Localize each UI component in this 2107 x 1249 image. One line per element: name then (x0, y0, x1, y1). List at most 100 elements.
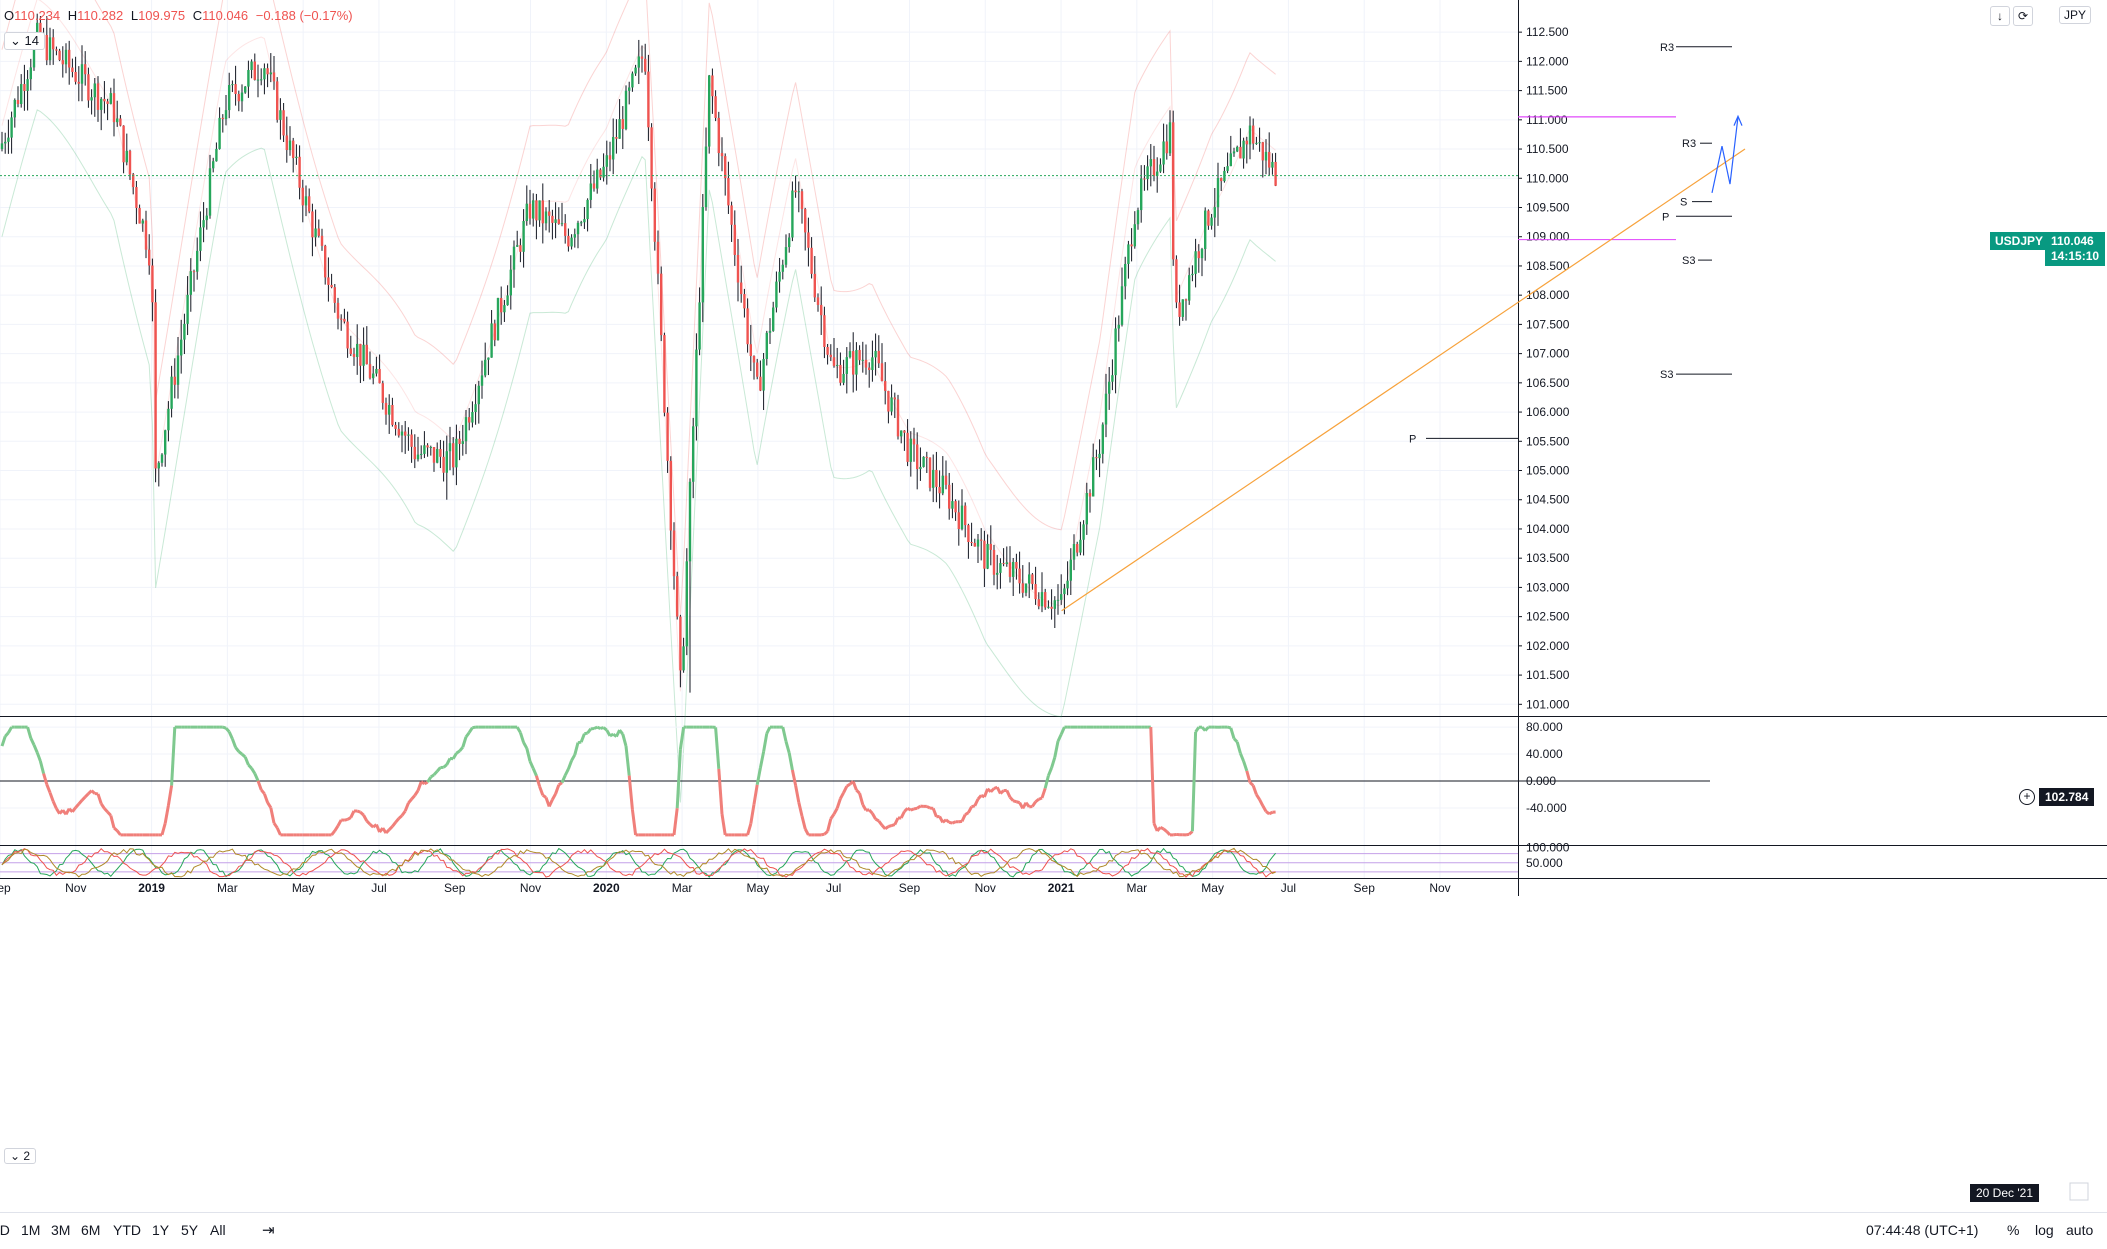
range-1y[interactable]: 1Y (152, 1222, 169, 1238)
osc-segment (466, 733, 469, 737)
range-5y[interactable]: 5Y (181, 1222, 198, 1238)
candle-body (282, 110, 284, 135)
osc-segment (1192, 732, 1195, 831)
candle-body (1258, 142, 1260, 143)
osc-segment (50, 793, 53, 802)
candle-body (273, 72, 275, 81)
candle-body (446, 451, 448, 473)
osc-segment (399, 816, 402, 819)
candle-body (762, 359, 764, 391)
auto-scale-button (2070, 1183, 2088, 1200)
candle-body (954, 501, 956, 512)
osc-segment (1244, 761, 1247, 771)
open-label: O (4, 8, 14, 23)
time-tick-label: Mar (1127, 881, 1148, 895)
osc-segment (911, 809, 914, 810)
candle-body (794, 191, 796, 193)
osc-segment (914, 808, 917, 809)
candle-body (766, 333, 768, 359)
calendar-goto-icon[interactable]: ⇥ (262, 1221, 275, 1239)
candle-body (935, 470, 937, 487)
low-value: 109.975 (138, 8, 185, 23)
candle-body (58, 51, 60, 60)
candle-body (218, 118, 220, 149)
osc-segment (367, 821, 370, 824)
time-tick-label: Nov (1429, 881, 1450, 895)
candle-body (458, 439, 460, 444)
candle-body (106, 101, 108, 104)
candle-body (993, 550, 995, 575)
osc-segment (1253, 785, 1256, 794)
candle-body (1130, 244, 1132, 246)
candle-body (1073, 544, 1075, 560)
osc-segment (559, 783, 562, 785)
osc-segment (607, 730, 610, 736)
osc-segment (879, 821, 882, 825)
osc-segment (242, 754, 245, 757)
osc-segment (264, 794, 267, 803)
high-label: H (68, 8, 77, 23)
osc-segment (335, 826, 338, 831)
candle-body (721, 153, 723, 156)
osc-segment (424, 782, 427, 784)
candle-body (670, 461, 672, 531)
range-1d[interactable]: 1D (0, 1222, 10, 1238)
indicator-toggle[interactable]: ⌄ 14 (4, 32, 45, 50)
osc-segment (360, 812, 363, 815)
candle-body (945, 476, 947, 485)
osc-segment (1007, 790, 1010, 797)
candle-body (142, 221, 144, 224)
candle-body (1230, 153, 1232, 166)
candle-body (17, 100, 19, 104)
osc-segment (604, 728, 607, 731)
candle-body (206, 216, 208, 221)
osc-segment (1042, 788, 1045, 798)
candle-body (286, 135, 288, 150)
candle-body (1194, 251, 1196, 274)
candle-body (903, 431, 905, 433)
candle-body (586, 200, 588, 219)
osc-segment (229, 732, 232, 739)
candle-body (238, 94, 240, 101)
change-value: −0.188 (−0.17%) (256, 8, 353, 23)
sub-indicator-toggle[interactable]: ⌄ 2 (4, 1148, 36, 1164)
candle-body (916, 444, 918, 469)
candle-body (628, 87, 630, 90)
candle-body (900, 431, 902, 437)
candle-body (1121, 286, 1123, 324)
osc-segment (847, 784, 850, 786)
candle-body (241, 93, 243, 102)
candle-body (7, 138, 9, 142)
plus-icon[interactable]: + (2019, 789, 2035, 805)
candle-body (1217, 178, 1219, 207)
range-ytd[interactable]: YTD (113, 1222, 141, 1238)
refresh-icon[interactable]: ⟳ (2013, 6, 2033, 26)
auto-toggle[interactable]: auto (2066, 1222, 2093, 1238)
candle-body (708, 75, 710, 146)
range-6m[interactable]: 6M (81, 1222, 100, 1238)
candle-body (689, 482, 691, 562)
range-3m[interactable]: 3M (51, 1222, 70, 1238)
log-toggle[interactable]: log (2035, 1222, 2054, 1238)
currency-badge[interactable]: JPY (2059, 6, 2091, 24)
osc-segment (261, 790, 264, 794)
osc-segment (456, 751, 459, 753)
pivot-label-s3-lower: S3 (1682, 255, 1695, 267)
candle-body (1268, 152, 1270, 168)
candle-body (810, 248, 812, 274)
range-1m[interactable]: 1M (21, 1222, 40, 1238)
candle-body (897, 399, 899, 436)
candle-body (116, 119, 118, 123)
candle-body (407, 435, 409, 436)
candle-body (522, 221, 524, 252)
osc-segment (674, 808, 677, 835)
clock-time[interactable]: 07:44:48 (UTC+1) (1866, 1222, 1978, 1238)
osc-segment (597, 727, 600, 728)
candle-body (622, 119, 624, 129)
range-all[interactable]: All (210, 1222, 226, 1238)
candle-body (356, 344, 358, 357)
download-icon[interactable]: ↓ (1990, 6, 2010, 26)
percent-toggle[interactable]: % (2007, 1222, 2019, 1238)
candle-body (727, 178, 729, 205)
